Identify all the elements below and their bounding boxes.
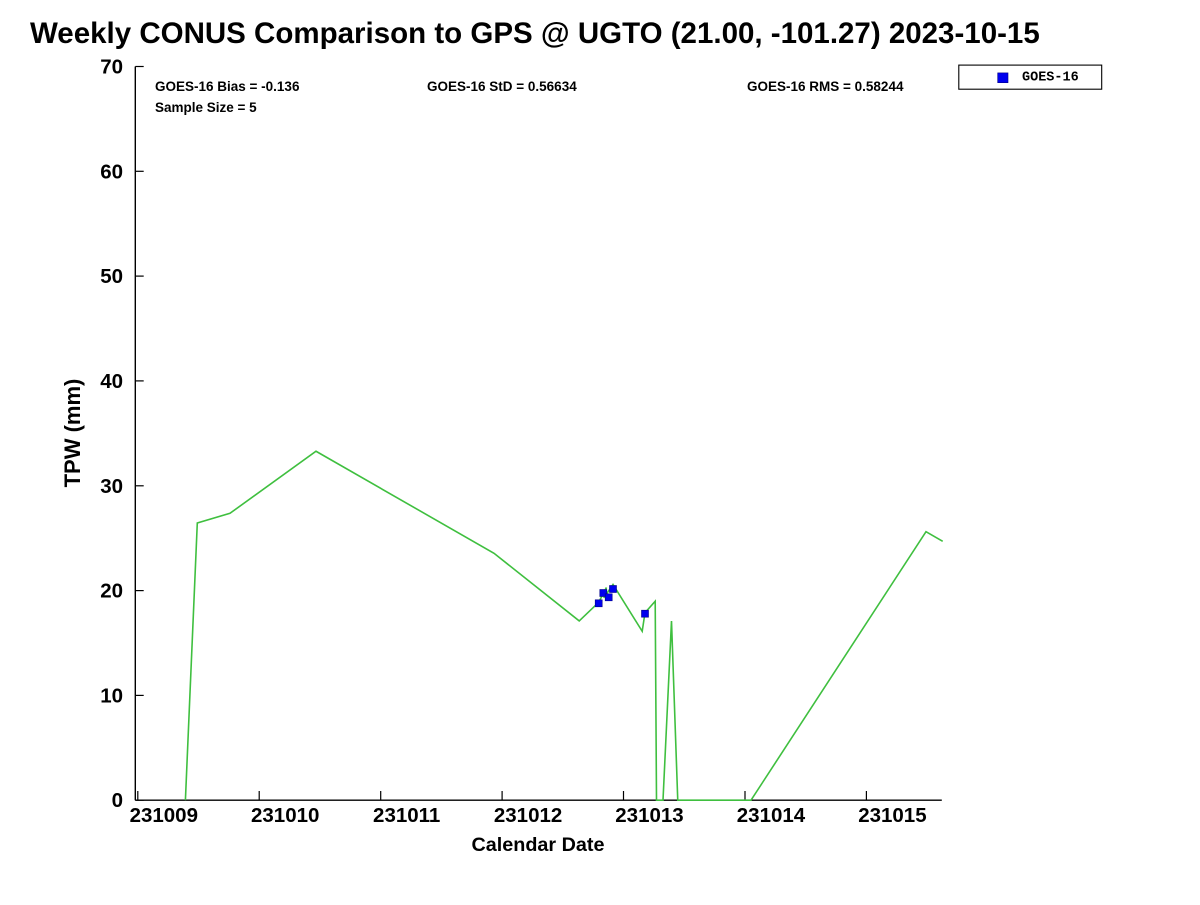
- svg-text:20: 20: [100, 580, 123, 603]
- svg-text:231014: 231014: [737, 804, 806, 827]
- svg-text:TPW (mm): TPW (mm): [60, 379, 85, 488]
- svg-text:231015: 231015: [858, 804, 926, 827]
- svg-text:231009: 231009: [130, 804, 198, 827]
- svg-text:0: 0: [112, 789, 123, 812]
- svg-text:GOES-16 StD = 0.56634: GOES-16 StD = 0.56634: [427, 79, 577, 94]
- svg-text:40: 40: [100, 370, 123, 393]
- svg-text:Weekly CONUS Comparison to GPS: Weekly CONUS Comparison to GPS @ UGTO (2…: [30, 17, 1040, 50]
- svg-text:70: 70: [100, 56, 123, 79]
- svg-text:GOES-16: GOES-16: [1022, 71, 1079, 86]
- svg-text:10: 10: [100, 684, 123, 707]
- svg-text:50: 50: [100, 265, 123, 288]
- svg-text:231013: 231013: [615, 804, 683, 827]
- svg-text:60: 60: [100, 160, 123, 183]
- svg-text:30: 30: [100, 475, 123, 498]
- svg-text:Sample Size = 5: Sample Size = 5: [155, 100, 257, 115]
- svg-text:Calendar Date: Calendar Date: [471, 834, 604, 856]
- svg-text:GOES-16 RMS = 0.58244: GOES-16 RMS = 0.58244: [747, 79, 904, 94]
- svg-text:GOES-16 Bias = -0.136: GOES-16 Bias = -0.136: [155, 79, 300, 94]
- svg-text:231011: 231011: [373, 804, 440, 827]
- svg-text:231012: 231012: [494, 804, 562, 827]
- svg-text:231010: 231010: [251, 804, 319, 827]
